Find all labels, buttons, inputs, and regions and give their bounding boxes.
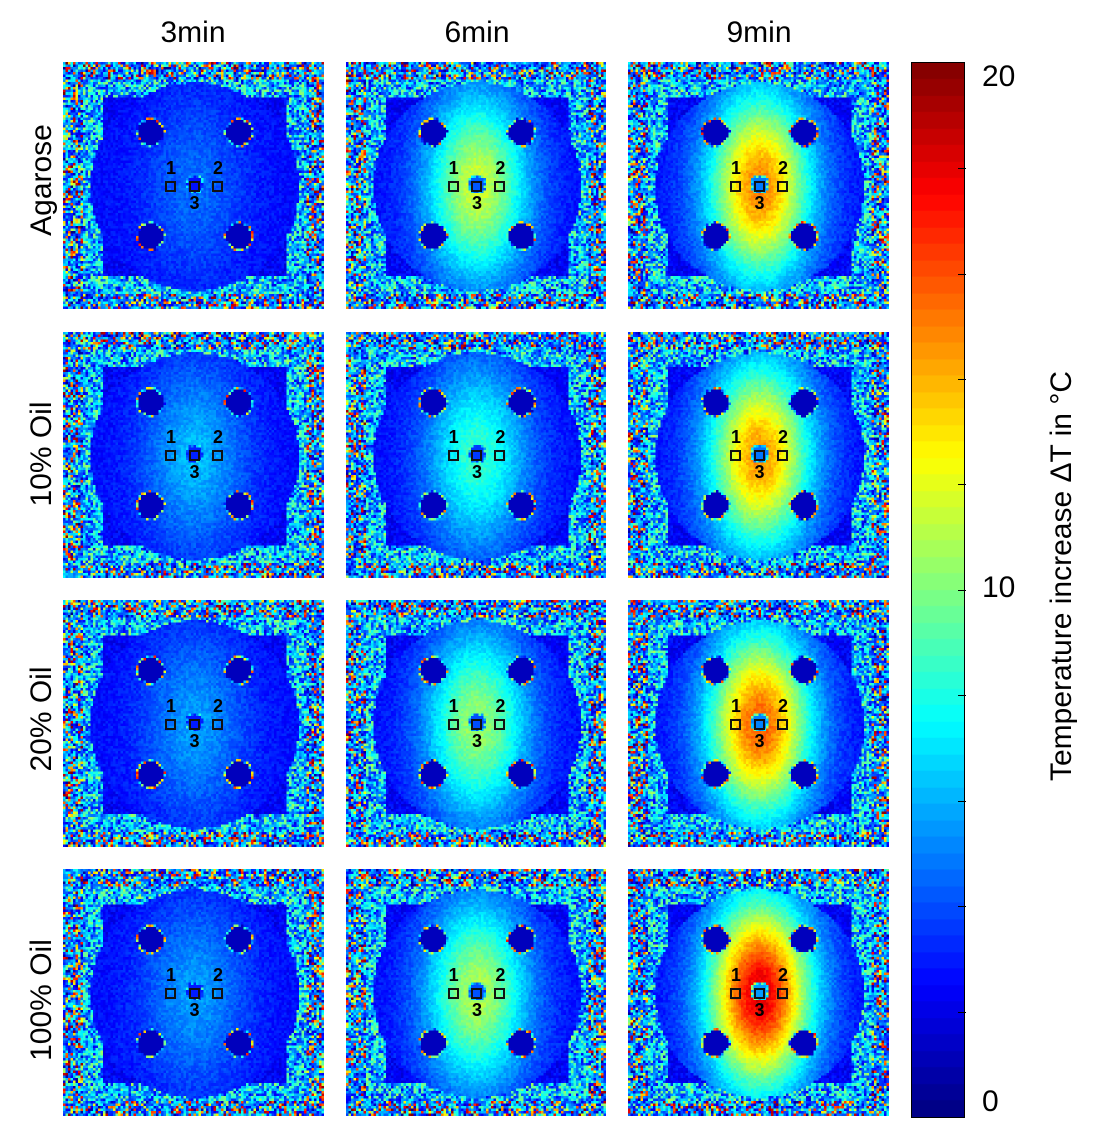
roi-marker-1: [730, 987, 741, 999]
roi-marker-3: [753, 718, 765, 730]
roi-marker-1: [447, 718, 459, 730]
roi-marker-1: [447, 180, 459, 192]
roi-marker-2: [776, 987, 788, 999]
roi-marker-2: [494, 180, 506, 192]
roi-label-2: 2: [212, 427, 223, 447]
roi-marker-1: [730, 450, 741, 461]
roi-label-2: 2: [777, 964, 788, 985]
roi-label-3: 3: [754, 462, 765, 482]
roi-marker-3: [471, 987, 482, 999]
row-label-10-oil: 10% Oil: [25, 401, 58, 507]
roi-marker-3: [471, 450, 482, 461]
colorbar-label-mid: 10: [982, 571, 1016, 604]
roi-label-2: 2: [212, 695, 223, 716]
roi-label-3: 3: [189, 999, 200, 1020]
roi-marker-1: [447, 450, 459, 461]
row-label-agarose: Agarose: [25, 124, 58, 236]
roi-marker-2: [776, 180, 788, 192]
roi-label-2: 2: [777, 157, 788, 178]
roi-label-2: 2: [495, 695, 506, 716]
roi-label-3: 3: [472, 462, 483, 482]
colorbar-label-min: 0: [982, 1085, 999, 1118]
roi-label-1: 1: [448, 964, 459, 985]
roi-marker-1: [730, 718, 741, 730]
row-label-100-oil: 100% Oil: [25, 939, 58, 1061]
roi-marker-3: [753, 450, 765, 461]
roi-marker-2: [211, 450, 223, 461]
roi-label-3: 3: [472, 730, 483, 751]
colorbar: [911, 62, 965, 1118]
roi-label-1: 1: [448, 157, 459, 178]
roi-marker-2: [776, 450, 788, 461]
roi-marker-3: [188, 987, 200, 999]
roi-label-3: 3: [189, 192, 200, 213]
roi-label-2: 2: [777, 695, 788, 716]
roi-marker-1: [447, 987, 459, 999]
roi-label-3: 3: [189, 462, 200, 482]
colorbar-title: Temperature increase ΔT in °C: [1045, 371, 1078, 781]
column-header-3min: 3min: [160, 16, 226, 49]
colorbar-label-max: 20: [982, 60, 1016, 93]
roi-marker-3: [471, 718, 482, 730]
roi-marker-1: [730, 180, 741, 192]
roi-label-1: 1: [166, 964, 177, 985]
roi-marker-1: [165, 987, 176, 999]
column-header-6min: 6min: [444, 16, 510, 49]
roi-label-3: 3: [189, 730, 200, 751]
roi-label-2: 2: [212, 964, 223, 985]
roi-label-2: 2: [495, 427, 506, 447]
roi-marker-2: [494, 987, 506, 999]
roi-label-1: 1: [448, 695, 459, 716]
column-header-9min: 9min: [726, 16, 792, 49]
roi-label-2: 2: [212, 157, 223, 178]
roi-marker-1: [165, 718, 176, 730]
roi-marker-2: [211, 987, 223, 999]
roi-marker-2: [494, 450, 506, 461]
roi-label-1: 1: [166, 695, 177, 716]
roi-marker-2: [494, 718, 506, 730]
roi-label-2: 2: [495, 157, 506, 178]
roi-label-1: 1: [731, 427, 742, 447]
roi-label-2: 2: [495, 964, 506, 985]
roi-marker-3: [188, 718, 200, 730]
roi-label-3: 3: [754, 192, 765, 213]
roi-marker-2: [776, 718, 788, 730]
roi-label-3: 3: [754, 730, 765, 751]
roi-marker-2: [211, 718, 223, 730]
roi-label-1: 1: [166, 157, 177, 178]
roi-label-2: 2: [777, 427, 788, 447]
roi-label-1: 1: [731, 964, 742, 985]
roi-label-1: 1: [731, 695, 742, 716]
roi-label-1: 1: [166, 427, 177, 447]
roi-marker-1: [165, 180, 176, 192]
row-label-20-oil: 20% Oil: [25, 666, 58, 772]
roi-label-1: 1: [731, 157, 742, 178]
roi-label-1: 1: [448, 427, 459, 447]
roi-marker-1: [165, 450, 176, 461]
roi-marker-3: [188, 450, 200, 461]
roi-marker-3: [188, 180, 200, 192]
roi-label-3: 3: [472, 999, 483, 1020]
roi-label-3: 3: [754, 999, 765, 1020]
roi-marker-3: [471, 180, 482, 192]
roi-marker-3: [753, 180, 765, 192]
roi-marker-2: [211, 180, 223, 192]
roi-label-3: 3: [472, 192, 483, 213]
roi-marker-3: [753, 987, 765, 999]
